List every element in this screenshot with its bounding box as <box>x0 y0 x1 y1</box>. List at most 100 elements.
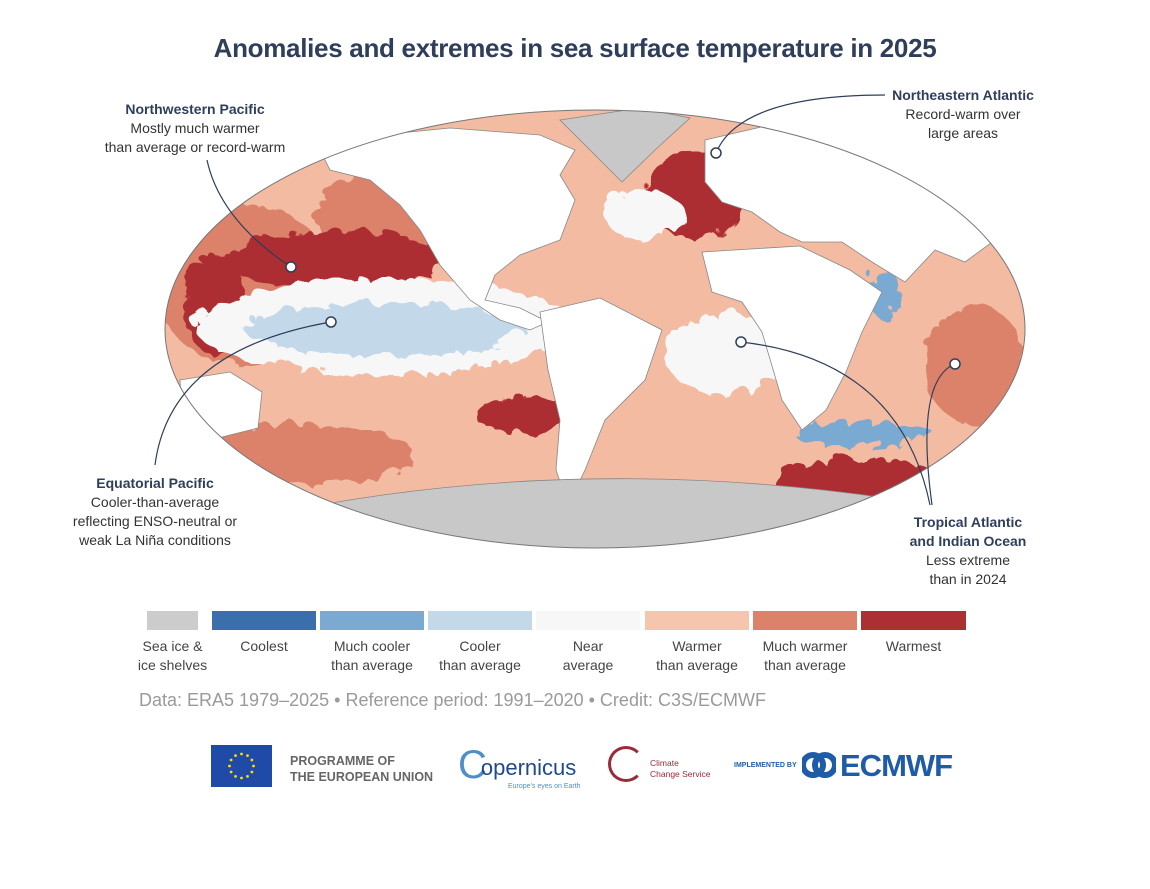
legend-label: than average <box>331 657 413 673</box>
legend-label: average <box>562 657 614 673</box>
legend-label: Sea ice & <box>142 638 203 654</box>
annotation-text: reflecting ENSO-neutral or <box>72 513 238 529</box>
eu-text: PROGRAMME OF <box>290 754 395 768</box>
leader-line <box>926 363 956 506</box>
annotation-text: weak La Niña conditions <box>79 532 231 548</box>
c3s-text: Change Service <box>650 769 711 779</box>
region-cooler-eq-pacific <box>240 299 520 351</box>
marker-nw-pacific <box>285 261 297 273</box>
legend-item: Coolest <box>212 611 316 656</box>
marker-eq-pacific <box>325 316 337 328</box>
africa <box>701 245 883 431</box>
legend-item: Much cooler than average <box>320 611 424 675</box>
eu-star <box>240 776 243 780</box>
legend-swatch <box>320 611 424 630</box>
annotation-text: than average or record-warm <box>104 139 286 155</box>
page-title: Anomalies and extremes in sea surface te… <box>213 33 937 63</box>
annotation-heading: Northeastern Atlantic <box>892 87 1034 103</box>
legend-swatch <box>212 611 316 630</box>
annotation-heading: and Indian Ocean <box>909 533 1027 549</box>
copernicus-wordmark: opernicus <box>480 755 577 780</box>
eu-star <box>228 764 231 768</box>
annotation-ne-atlantic: Northeastern Atlantic Record-warm over l… <box>883 86 1043 143</box>
legend-swatch <box>147 611 198 630</box>
legend-item: Sea ice & ice shelves <box>137 611 208 675</box>
eu-flag-logo <box>211 745 272 787</box>
eu-star <box>234 774 237 778</box>
eu-stars-icon <box>228 752 255 780</box>
copernicus-tagline: Europe's eyes on Earth <box>508 783 581 790</box>
eu-star <box>229 758 233 762</box>
legend-swatch <box>536 611 640 630</box>
greenland-ice <box>559 110 691 183</box>
annotation-trop-atlantic-indian: Tropical Atlantic and Indian Ocean Less … <box>888 513 1048 589</box>
annotation-text: Less extreme <box>925 552 1011 568</box>
legend-swatch <box>861 611 966 630</box>
copernicus-c: C <box>458 743 487 787</box>
eu-star <box>229 770 233 774</box>
legend-label: than average <box>656 657 738 673</box>
map-border <box>164 109 1026 549</box>
legend-swatch <box>428 611 532 630</box>
eu-star <box>246 774 249 778</box>
region-near-average <box>660 310 780 390</box>
leader-line <box>154 321 332 466</box>
legend-label: Warmest <box>885 638 942 654</box>
c3s-thermometer-icon <box>608 746 644 782</box>
credit-line: Data: ERA5 1979–2025 • Reference period:… <box>139 690 766 710</box>
legend-label: than average <box>439 657 521 673</box>
legend-label: Warmer <box>672 638 722 654</box>
annotation-text: Cooler-than-average <box>90 494 220 510</box>
eu-star <box>240 752 243 756</box>
leader-line <box>740 341 931 506</box>
legend-label: Much cooler <box>333 638 411 654</box>
eu-star <box>250 758 254 762</box>
region-near-average <box>600 185 680 235</box>
marker-trop-atlantic <box>735 336 747 348</box>
legend-item: Cooler than average <box>428 611 532 675</box>
c3s-logo-text: Climate Change Service <box>650 758 710 780</box>
annotation-eq-pacific: Equatorial Pacific Cooler-than-average r… <box>55 474 255 550</box>
eu-star <box>250 770 254 774</box>
south-america <box>539 297 663 507</box>
eu-programme-text: PROGRAMME OF THE EUROPEAN UNION <box>290 753 433 785</box>
eu-star <box>252 764 255 768</box>
marker-indian-ocean <box>949 358 961 370</box>
leader-line <box>206 159 292 268</box>
legend-item: Warmest <box>861 611 966 656</box>
legend-item: Near average <box>536 611 640 675</box>
copernicus-logo: Copernicus Europe's eyes on Earth <box>458 743 582 790</box>
ecmwf-wordmark: ECMWF <box>840 748 953 783</box>
eu-text: THE EUROPEAN UNION <box>290 770 434 784</box>
leader-line <box>715 94 886 154</box>
annotation-text: Record-warm over <box>905 106 1021 122</box>
annotation-nw-pacific: Northwestern Pacific Mostly much warmer … <box>95 100 295 157</box>
annotation-heading: Equatorial Pacific <box>96 475 214 491</box>
annotation-text: Mostly much warmer <box>130 120 260 136</box>
region-warmest-nw-pacific <box>220 227 440 283</box>
c3s-text: Climate <box>650 758 679 768</box>
legend-item: Warmer than average <box>645 611 749 675</box>
north-america <box>319 127 576 331</box>
legend-label: than average <box>764 657 846 673</box>
region-much-cooler <box>790 418 930 442</box>
eu-star <box>246 754 249 758</box>
eu-star <box>234 754 237 758</box>
annotation-text: large areas <box>927 125 999 141</box>
legend-label: Near <box>572 638 604 654</box>
annotation-heading: Northwestern Pacific <box>125 101 265 117</box>
legend-item: Much warmer than average <box>753 611 857 675</box>
legend-label: Cooler <box>459 638 501 654</box>
ecmwf-symbol-icon <box>800 752 838 778</box>
marker-ne-atlantic <box>710 147 722 159</box>
legend-swatch <box>645 611 749 630</box>
implemented-by-text: IMPLEMENTED BY <box>734 762 797 769</box>
annotation-heading: Tropical Atlantic <box>913 514 1023 530</box>
legend-label: ice shelves <box>137 657 208 673</box>
legend-label: Much warmer <box>762 638 848 654</box>
legend-swatch <box>753 611 857 630</box>
legend-label: Coolest <box>240 638 288 654</box>
region-warmest <box>470 390 570 430</box>
